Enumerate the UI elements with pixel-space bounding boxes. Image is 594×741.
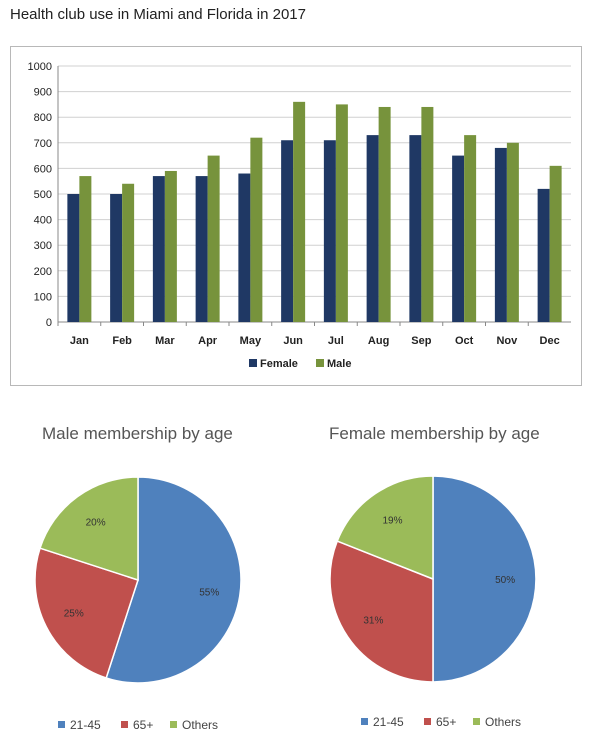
- x-tick-label: Mar: [155, 335, 175, 347]
- pie-slice-others: [39, 476, 139, 582]
- bar-female-mar: [152, 176, 165, 322]
- y-tick-label: 800: [34, 112, 52, 124]
- legend-swatch-65: [121, 721, 128, 728]
- bar-male-oct: [464, 135, 477, 322]
- pie-slice-label: 55%: [199, 587, 219, 598]
- legend-label-2145: 21-45: [373, 715, 404, 729]
- x-tick-label: Sep: [411, 335, 431, 347]
- bar-female-feb: [110, 194, 123, 322]
- x-tick-label: Jul: [328, 335, 344, 347]
- y-tick-label: 700: [34, 138, 52, 150]
- y-tick-label: 400: [34, 215, 52, 227]
- bar-chart-svg: 0 100 200 300 400 500 600 700 800 900 1000 Jan Feb Ma…: [28, 61, 571, 370]
- page-title: Health club use in Miami and Florida in …: [10, 6, 306, 23]
- y-tick-label: 1000: [28, 61, 52, 73]
- x-tick-label: Dec: [540, 335, 560, 347]
- legend-swatch-65: [424, 718, 431, 725]
- legend-label-2145: 21-45: [70, 718, 101, 732]
- bar-female-may: [238, 173, 251, 322]
- bar-male-apr: [207, 155, 220, 322]
- legend-label-others: Others: [485, 715, 521, 729]
- bar-male-feb: [122, 183, 135, 322]
- y-tick-label: 100: [34, 291, 52, 303]
- female-pie-title: Female membership by age: [329, 424, 540, 443]
- legend-swatch-male: [316, 359, 324, 367]
- female-pie-chart: 50% 31% 19% 21-45 65+ Others: [329, 475, 537, 729]
- legend-label-male: Male: [327, 358, 351, 370]
- bar-male-jan: [79, 176, 92, 322]
- y-tick-label: 900: [34, 87, 52, 99]
- male-pie-title: Male membership by age: [42, 424, 233, 443]
- legend-swatch-2145: [58, 721, 65, 728]
- bar-male-may: [250, 137, 263, 322]
- bar-female-oct: [452, 155, 465, 322]
- y-tick-label: 300: [34, 240, 52, 252]
- legend-label-female: Female: [260, 358, 298, 370]
- bar-chart: 0 100 200 300 400 500 600 700 800 900 1000 Jan Feb Ma…: [10, 46, 582, 386]
- legend-swatch-others: [473, 718, 480, 725]
- pie-slice-2145: [105, 476, 242, 684]
- bar-female-aug: [366, 135, 379, 322]
- pie-slice-label: 25%: [64, 609, 84, 620]
- bar-female-apr: [195, 176, 208, 322]
- legend-label-65: 65+: [133, 718, 153, 732]
- pie-slice-label: 19%: [382, 515, 402, 526]
- bar-male-sep: [421, 106, 434, 323]
- x-tick-label: Oct: [455, 335, 474, 347]
- bar-male-nov: [506, 142, 519, 322]
- legend-label-others: Others: [182, 718, 218, 732]
- y-tick-label: 500: [34, 189, 52, 201]
- legend-swatch-2145: [361, 718, 368, 725]
- bar-male-dec: [549, 165, 562, 322]
- pie-slice-65: [329, 540, 434, 683]
- y-tick-label: 600: [34, 163, 52, 175]
- bar-female-jul: [323, 140, 336, 322]
- bar-female-dec: [537, 188, 550, 322]
- pie-slice-label: 20%: [86, 518, 106, 529]
- x-tick-label: May: [240, 335, 262, 347]
- x-tick-label: Aug: [368, 335, 389, 347]
- legend-label-65: 65+: [436, 715, 456, 729]
- bar-male-aug: [378, 106, 391, 323]
- bar-male-jul: [335, 104, 348, 323]
- pie-slice-others: [336, 475, 434, 581]
- bar-female-sep: [409, 135, 422, 322]
- bar-female-nov: [494, 147, 507, 322]
- y-tick-label: 200: [34, 266, 52, 278]
- legend-swatch-female: [249, 359, 257, 367]
- x-tick-label: Jan: [70, 335, 89, 347]
- x-tick-label: Feb: [112, 335, 132, 347]
- x-tick-label: Jun: [283, 335, 303, 347]
- y-tick-label: 0: [46, 317, 52, 329]
- bar-female-jun: [281, 140, 294, 322]
- pie-slice-65: [34, 547, 139, 679]
- male-pie-chart: 55% 25% 20% 21-45 65+ Others: [34, 476, 242, 732]
- bar-female-jan: [67, 194, 80, 322]
- pie-slice-2145: [432, 475, 537, 683]
- legend-swatch-others: [170, 721, 177, 728]
- x-tick-label: Apr: [198, 335, 218, 347]
- x-tick-label: Nov: [496, 335, 518, 347]
- pie-slice-label: 50%: [495, 575, 515, 586]
- pie-slice-label: 31%: [363, 616, 383, 627]
- bar-male-jun: [293, 101, 306, 322]
- bar-male-mar: [164, 170, 177, 322]
